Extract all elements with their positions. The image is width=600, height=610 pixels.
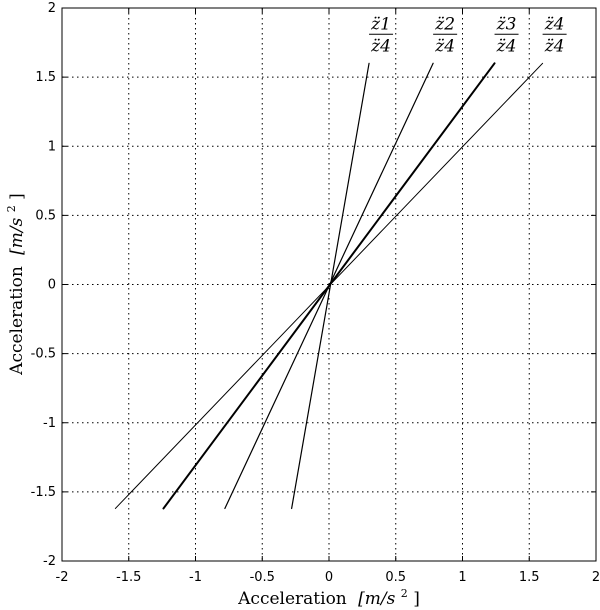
x-tick-label: 0.5 <box>385 570 406 585</box>
series-ratio-numerator: z̈3 <box>496 14 517 34</box>
y-axis-title-unit-close: ] <box>7 193 27 200</box>
y-axis-title: Acceleration [m/s 2 ] <box>0 193 27 376</box>
x-tick-label: 2 <box>592 570 600 585</box>
series-layer <box>114 62 544 510</box>
series-labels: z̈1z̈4z̈2z̈4z̈3z̈4z̈4z̈4 <box>369 14 567 56</box>
y-tick-label: 2 <box>48 1 56 16</box>
series-ratio-denominator: z̈4 <box>544 36 565 56</box>
y-axis-title-unit-sup: 2 <box>5 205 18 212</box>
y-axis-title-unit: [m/s <box>7 217 27 254</box>
x-tick-label: 1.5 <box>519 570 540 585</box>
y-axis-title-text: Acceleration <box>7 266 27 376</box>
series-ratio-numerator: z̈1 <box>370 14 391 34</box>
series-ratio-denominator: z̈4 <box>370 36 391 56</box>
x-tick-label: 1 <box>458 570 466 585</box>
series-ratio-label: z̈1z̈4 <box>369 14 394 56</box>
x-tick-label: 0 <box>325 570 333 585</box>
y-tick-label: 0 <box>48 278 56 293</box>
x-axis-title-unit: [m/s <box>358 589 395 609</box>
y-tick-label: 0.5 <box>35 208 56 223</box>
series-ratio-denominator: z̈4 <box>496 36 517 56</box>
y-tick-label: -1.5 <box>31 485 56 500</box>
series-ratio-label: z̈4z̈4 <box>542 14 567 56</box>
x-axis-title: Acceleration [m/s 2 ] <box>237 582 420 609</box>
series-ratio-numerator: z̈4 <box>544 14 565 34</box>
y-tick-label: 1 <box>48 139 56 154</box>
y-tick-label: -2 <box>43 554 56 569</box>
y-tick-label: -0.5 <box>31 347 56 362</box>
x-tick-label: -1 <box>189 570 202 585</box>
series-line <box>291 62 370 510</box>
x-axis-title-text: Acceleration <box>237 589 347 609</box>
x-tick-label: -0.5 <box>250 570 275 585</box>
x-axis-title-unit-close: ] <box>413 589 420 609</box>
x-tick-label: -1.5 <box>116 570 141 585</box>
y-tick-label: 1.5 <box>35 70 56 85</box>
x-tick-label: -2 <box>56 570 69 585</box>
series-line <box>114 62 544 509</box>
ticks: -2 -1.5 -1 -0.5 0 0.5 1 1.5 2 -2 -1.5 -1 -0.5 0 0.5 1 1.… <box>31 1 600 585</box>
series-ratio-label: z̈3z̈4 <box>494 14 519 56</box>
series-ratio-label: z̈2z̈4 <box>433 14 458 56</box>
x-axis-title-unit-sup: 2 <box>401 587 408 600</box>
series-ratio-denominator: z̈4 <box>434 36 455 56</box>
y-tick-label: -1 <box>43 416 56 431</box>
series-ratio-numerator: z̈2 <box>434 14 455 34</box>
